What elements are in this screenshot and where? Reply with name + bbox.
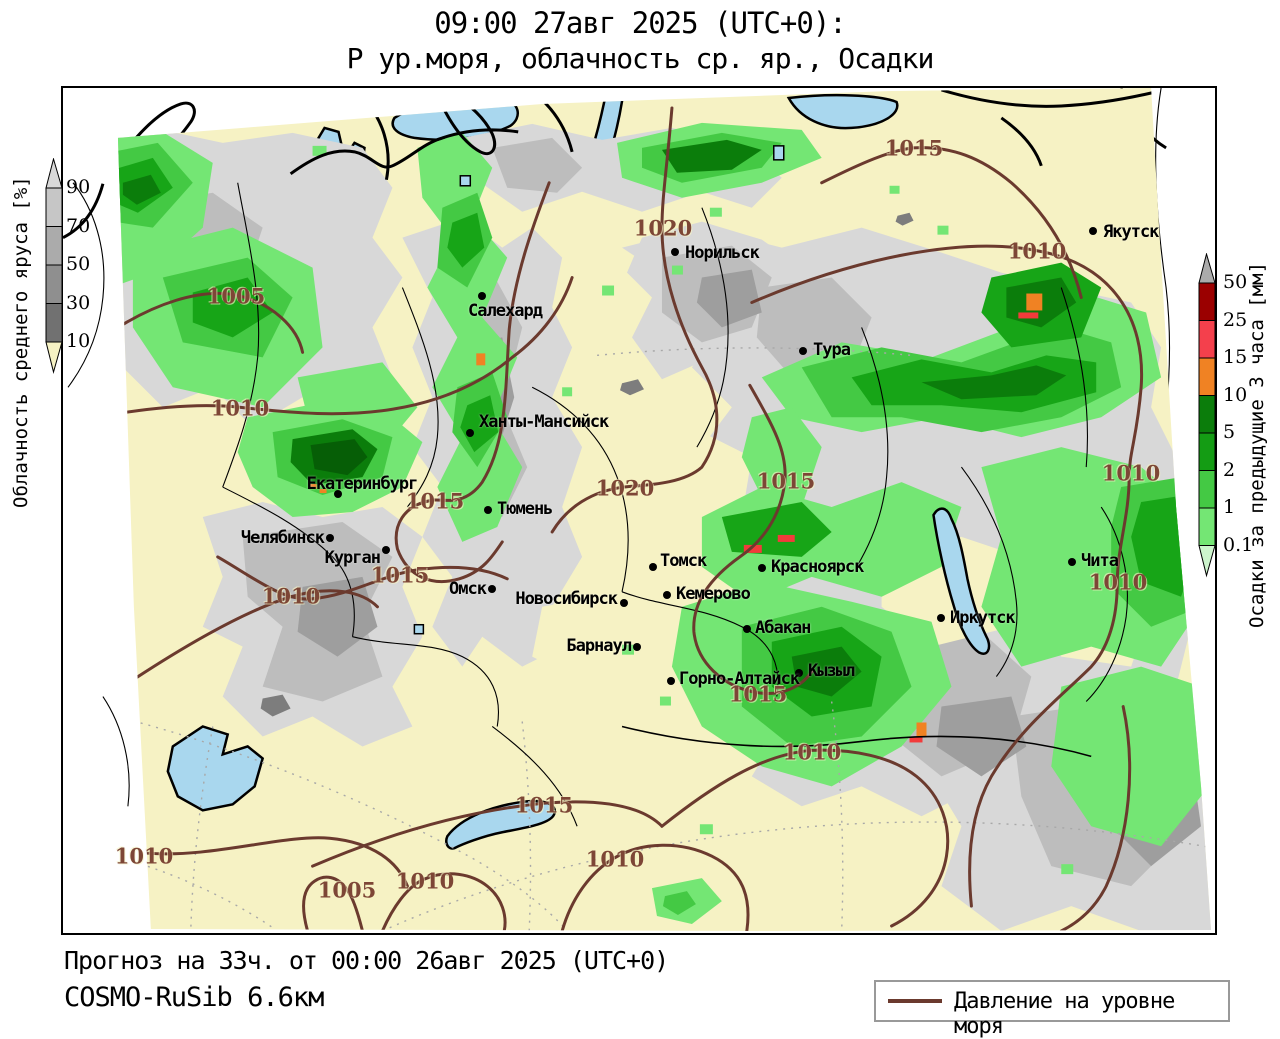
pressure-legend: Давление на уровне моря <box>874 980 1230 1039</box>
colorbar-tick: 70 <box>66 214 91 237</box>
isobar-label: 1020 <box>633 215 693 241</box>
city-dot <box>799 347 807 355</box>
city-label: Омск <box>449 579 487 599</box>
city-label: Абакан <box>755 618 811 638</box>
city-label: Томск <box>660 551 707 571</box>
city-dot <box>1089 227 1097 235</box>
lakes <box>166 145 991 850</box>
forecast-lead-time: Прогноз на 33ч. от 00:00 26авг 2025 (UTC… <box>64 946 669 975</box>
admin-boundaries <box>222 182 1128 827</box>
city-label: Барнаул <box>566 636 632 656</box>
isobar-label: 1015 <box>514 792 574 818</box>
colorbar-tick: 0.1 <box>1223 533 1254 556</box>
pressure-line-sample <box>888 999 942 1003</box>
isobar-label: 1010 <box>782 739 842 765</box>
city-label: Кызыл <box>808 661 855 681</box>
isobar-label: 1010 <box>114 843 174 869</box>
city-dot <box>466 429 474 437</box>
city-dot <box>484 506 492 514</box>
colorbar-graphic <box>45 157 63 374</box>
precip-colorbar <box>1198 252 1218 590</box>
colorbar-tick: 30 <box>66 291 91 314</box>
city-dot <box>671 248 679 256</box>
city-dot <box>334 490 342 498</box>
map-title-variables: Р ур.моря, облачность ср. яр., Осадки <box>346 42 935 75</box>
city-dot <box>633 643 641 651</box>
lake-baikal <box>932 507 991 655</box>
city-label: Екатеринбург <box>306 474 419 494</box>
city-dot <box>667 677 675 685</box>
colorbar-tick: 50 <box>1223 271 1248 293</box>
model-name: COSMO-RuSib 6.6км <box>64 982 324 1013</box>
city-label: Курган <box>324 548 381 568</box>
map-label-overlay: Якутск Норильск Салехард Ханты-Мансийск Тура… <box>63 88 1215 933</box>
city-dot <box>758 564 766 572</box>
colorbar-tick: 90 <box>66 176 91 198</box>
city-label: Иркутск <box>950 608 1016 628</box>
city-label: Тюмень <box>497 499 553 519</box>
city-label: Якутск <box>1103 222 1159 242</box>
city-dot <box>1068 558 1076 566</box>
city-label: Горно-Алтайск <box>679 669 800 689</box>
isobar-label: 1010 <box>1007 238 1067 264</box>
city-dot <box>478 292 486 300</box>
city-dot <box>795 669 803 677</box>
isobar-label: 1010 <box>1088 569 1148 595</box>
city-dot <box>382 546 390 554</box>
city-label: Челябинск <box>240 528 325 548</box>
city-dot <box>649 563 657 571</box>
isobar-label: 1010 <box>395 868 455 894</box>
colorbar-graphic <box>1198 252 1216 578</box>
isobar-label: 1015 <box>884 135 944 161</box>
colorbar-tick: 10 <box>66 330 91 352</box>
city-label: Новосибирск <box>515 589 618 609</box>
city-label: Кемерово <box>676 584 751 604</box>
isobar-label: 1015 <box>756 468 816 494</box>
colorbar-tick: 25 <box>1223 308 1248 331</box>
city-label: Ханты-Мансийск <box>479 412 609 432</box>
precipitation-fields <box>117 122 1210 925</box>
city-dot <box>743 625 751 633</box>
city-dot <box>620 599 628 607</box>
city-dot <box>937 614 945 622</box>
colorbar-tick: 2 <box>1223 458 1236 481</box>
isobar-label: 1005 <box>317 877 377 903</box>
isobars <box>117 106 1144 932</box>
city-label: Норильск <box>685 243 760 263</box>
colorbar-tick: 5 <box>1223 421 1236 443</box>
map-canvas <box>63 88 1212 932</box>
city-dot <box>488 585 496 593</box>
isobar-label: 1015 <box>370 562 430 588</box>
isobar-label: 1020 <box>595 475 655 501</box>
isobar-label: 1010 <box>210 395 270 421</box>
cloud-colorbar <box>45 157 65 394</box>
isobar-label: 1010 <box>585 846 645 872</box>
colorbar-tick: 50 <box>66 253 91 275</box>
city-label: Чита <box>1081 551 1119 571</box>
city-label: Тура <box>813 340 851 360</box>
precip-scale-title: Осадки за предыдущие 3 часа [мм] <box>1246 261 1268 628</box>
city-label: Салехард <box>468 301 543 321</box>
isobar-label: 1005 <box>206 283 266 309</box>
isobar-label: 1015 <box>728 681 788 707</box>
isobar-label: 1010 <box>261 583 321 609</box>
city-dot <box>326 534 334 542</box>
forecast-map: Якутск Норильск Салехард Ханты-Мансийск Тура… <box>61 86 1217 935</box>
pressure-legend-label: Давление на уровне моря <box>954 989 1175 1039</box>
isobar-label: 1010 <box>1101 460 1161 486</box>
graticule <box>117 347 1212 932</box>
cloud-scale-title: Облачность среднего яруса [%] <box>10 176 32 508</box>
city-label: Красноярск <box>771 557 864 577</box>
colorbar-tick: 1 <box>1223 496 1236 518</box>
map-title-datetime: 09:00 27авг 2025 (UTC+0): <box>434 6 847 40</box>
colorbar-tick: 15 <box>1223 346 1248 368</box>
isobar-label: 1015 <box>405 488 465 514</box>
colorbar-tick: 10 <box>1223 383 1248 406</box>
city-dot <box>663 591 671 599</box>
